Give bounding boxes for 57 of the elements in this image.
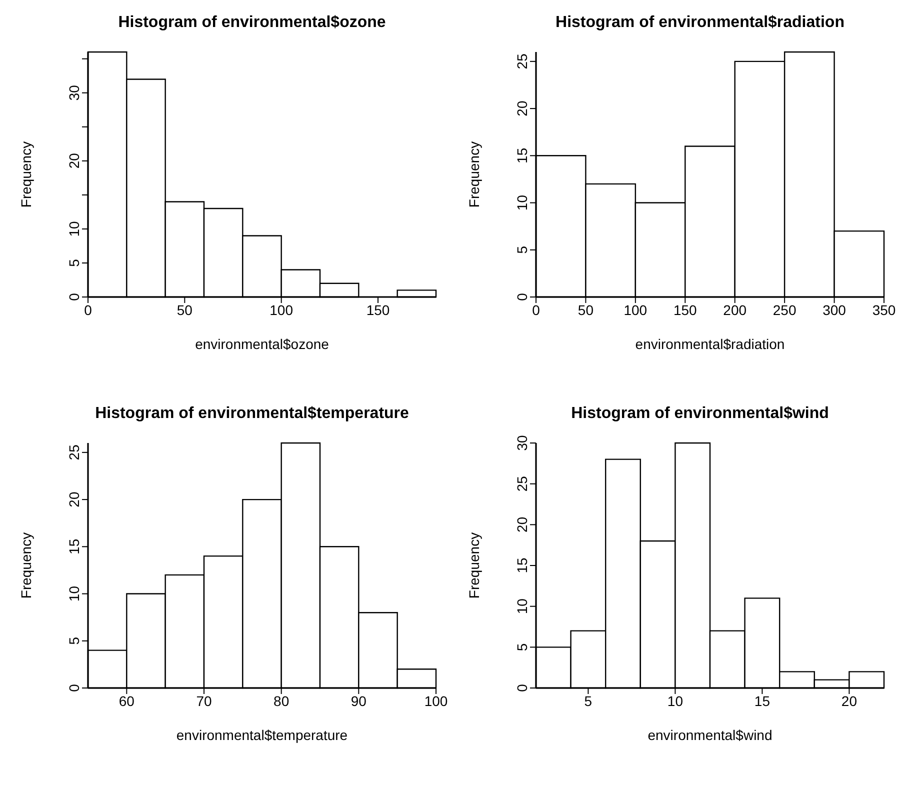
y-tick-label: 10: [514, 598, 530, 614]
y-tick-label: 15: [514, 558, 530, 574]
y-tick-label: 25: [66, 444, 82, 460]
x-tick-label: 250: [772, 302, 796, 318]
y-tick-label: 0: [66, 292, 82, 301]
x-tick-label: 350: [872, 302, 896, 318]
x-tick-label: 5: [584, 692, 592, 709]
chart-title: Histogram of environmental$wind: [570, 405, 830, 423]
y-tick-label: 25: [514, 476, 530, 492]
y-tick-label: 5: [66, 258, 82, 267]
y-tick-label: 20: [66, 492, 82, 508]
chart-title: Histogram of environmental$ozone: [117, 14, 387, 32]
x-tick-label: 150: [366, 302, 390, 318]
y-tick-label: 5: [514, 246, 530, 254]
y-tick-label: 5: [66, 636, 82, 645]
x-axis-title: environmental$radiation: [635, 336, 785, 352]
y-tick-label: 0: [514, 292, 530, 301]
y-tick-label: 10: [66, 220, 82, 237]
chart-title: Histogram of environmental$radiation: [554, 14, 846, 32]
x-axis-title: environmental$temperature: [176, 727, 348, 743]
chart-title: Histogram of environmental$temperature: [94, 405, 410, 423]
y-tick-label: 25: [514, 53, 530, 70]
y-tick-label: 30: [66, 84, 82, 101]
x-tick-label: 70: [196, 692, 212, 709]
x-tick-label: 300: [822, 302, 846, 318]
y-tick-label: 5: [514, 643, 530, 652]
x-tick-label: 150: [673, 302, 698, 318]
x-tick-label: 0: [532, 302, 540, 318]
x-tick-label: 100: [270, 302, 294, 318]
y-axis-title: Frequency: [466, 532, 482, 599]
x-tick-label: 50: [578, 302, 594, 318]
x-tick-label: 15: [754, 692, 770, 709]
x-tick-label: 80: [274, 692, 290, 709]
x-tick-label: 200: [723, 302, 747, 318]
x-axis-title: environmental$ozone: [195, 336, 330, 352]
x-tick-label: 50: [176, 302, 193, 318]
y-axis-title: Frequency: [18, 532, 34, 599]
y-axis-title: Frequency: [18, 141, 34, 208]
x-tick-label: 60: [118, 692, 135, 709]
x-axis-title: environmental$wind: [648, 727, 772, 743]
x-tick-label: 100: [424, 692, 448, 709]
y-tick-label: 0: [514, 684, 530, 692]
y-tick-label: 20: [66, 152, 82, 169]
y-tick-label: 10: [66, 586, 82, 602]
x-tick-label: 0: [84, 302, 92, 318]
y-tick-label: 20: [514, 516, 530, 532]
y-tick-label: 30: [514, 435, 530, 451]
y-tick-label: 20: [514, 100, 530, 116]
y-tick-label: 15: [514, 148, 530, 164]
x-tick-label: 20: [841, 692, 858, 709]
y-tick-label: 10: [514, 194, 530, 211]
y-axis-title: Frequency: [466, 141, 482, 208]
x-tick-label: 90: [350, 692, 367, 709]
x-tick-label: 100: [624, 302, 648, 318]
y-tick-label: 0: [66, 684, 82, 692]
x-tick-label: 10: [667, 692, 684, 709]
y-tick-label: 15: [66, 538, 82, 554]
